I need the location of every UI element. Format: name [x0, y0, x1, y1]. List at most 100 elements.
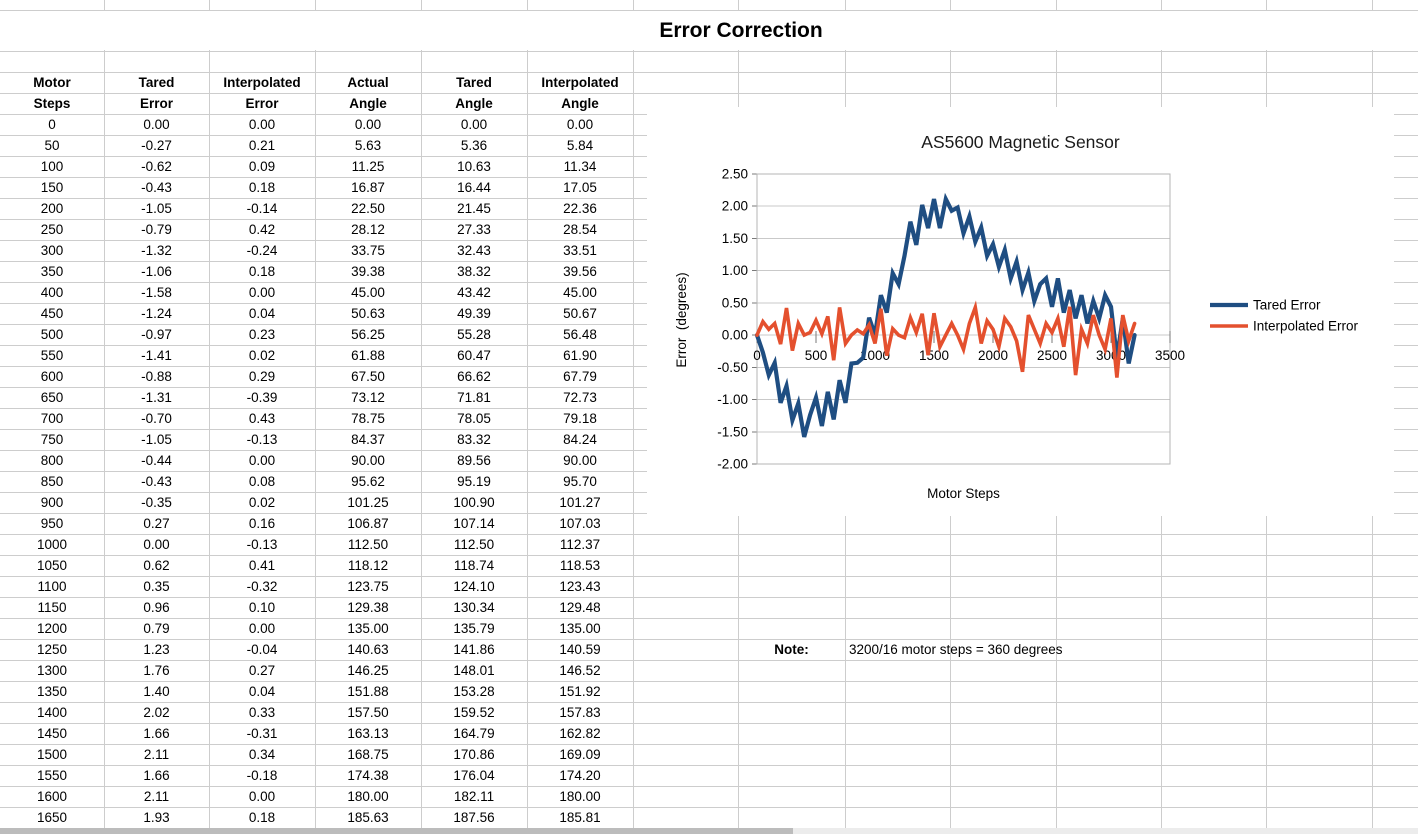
table-cell[interactable]: 84.37: [351, 432, 385, 447]
table-cell[interactable]: -0.04: [246, 642, 278, 657]
sheet-title-cell[interactable]: Error Correction: [0, 11, 1418, 50]
table-cell[interactable]: 500: [40, 327, 64, 342]
table-cell[interactable]: 157.50: [347, 705, 389, 720]
table-cell[interactable]: 84.24: [563, 432, 597, 447]
table-cell[interactable]: 1000: [36, 537, 68, 552]
table-cell[interactable]: 2.11: [143, 789, 170, 804]
table-cell[interactable]: 112.50: [347, 537, 389, 552]
table-cell[interactable]: 0.18: [248, 180, 276, 195]
column-header-cell[interactable]: Error: [245, 96, 279, 111]
table-cell[interactable]: 43.42: [457, 285, 491, 300]
table-cell[interactable]: 0.02: [248, 348, 276, 363]
table-cell[interactable]: 118.53: [559, 558, 601, 573]
table-cell[interactable]: 169.09: [559, 747, 601, 762]
table-cell[interactable]: 0.27: [248, 663, 276, 678]
table-cell[interactable]: 157.83: [559, 705, 601, 720]
table-cell[interactable]: 100.90: [453, 495, 495, 510]
table-cell[interactable]: 22.36: [563, 201, 597, 216]
table-cell[interactable]: 39.56: [563, 264, 597, 279]
table-cell[interactable]: 850: [40, 474, 64, 489]
table-cell[interactable]: 159.52: [453, 705, 495, 720]
table-cell[interactable]: 135.00: [559, 621, 601, 636]
table-cell[interactable]: 1550: [36, 768, 68, 783]
table-cell[interactable]: 400: [40, 285, 64, 300]
table-cell[interactable]: 129.48: [559, 600, 601, 615]
table-cell[interactable]: 0.00: [248, 789, 276, 804]
table-cell[interactable]: 5.63: [354, 138, 382, 153]
table-cell[interactable]: 180.00: [347, 789, 389, 804]
table-cell[interactable]: 95.19: [457, 474, 491, 489]
table-cell[interactable]: -0.88: [141, 369, 172, 384]
column-header-cell[interactable]: Angle: [455, 96, 493, 111]
table-cell[interactable]: 55.28: [457, 327, 491, 342]
table-cell[interactable]: 0.79: [143, 621, 170, 636]
table-cell[interactable]: 1250: [36, 642, 68, 657]
table-cell[interactable]: 79.18: [563, 411, 597, 426]
table-cell[interactable]: 73.12: [351, 390, 385, 405]
table-cell[interactable]: 185.81: [559, 810, 601, 825]
table-cell[interactable]: 17.05: [563, 180, 597, 195]
table-cell[interactable]: 0.00: [354, 117, 382, 132]
table-cell[interactable]: 28.12: [351, 222, 385, 237]
table-cell[interactable]: -1.05: [141, 201, 172, 216]
table-cell[interactable]: 750: [40, 432, 64, 447]
table-cell[interactable]: 78.75: [351, 411, 385, 426]
series-line-2[interactable]: [755, 300, 1137, 378]
table-cell[interactable]: 50: [44, 138, 60, 153]
table-cell[interactable]: -0.13: [246, 432, 278, 447]
table-cell[interactable]: 162.82: [559, 726, 601, 741]
table-cell[interactable]: 164.79: [453, 726, 495, 741]
table-cell[interactable]: 0.10: [248, 600, 276, 615]
table-cell[interactable]: -0.24: [246, 243, 278, 258]
table-cell[interactable]: 151.88: [347, 684, 389, 699]
table-cell[interactable]: 10.63: [457, 159, 491, 174]
table-cell[interactable]: 200: [40, 201, 64, 216]
table-cell[interactable]: 1500: [36, 747, 68, 762]
series-line-1[interactable]: [754, 192, 1137, 438]
table-cell[interactable]: -0.43: [141, 474, 172, 489]
table-cell[interactable]: 33.75: [351, 243, 385, 258]
table-cell[interactable]: 101.25: [347, 495, 389, 510]
table-cell[interactable]: 0.21: [248, 138, 276, 153]
table-cell[interactable]: 118.74: [453, 558, 495, 573]
table-cell[interactable]: 16.87: [351, 180, 385, 195]
table-cell[interactable]: 1.76: [143, 663, 170, 678]
table-cell[interactable]: 0.00: [248, 117, 276, 132]
table-cell[interactable]: 150: [40, 180, 64, 195]
table-cell[interactable]: -0.27: [141, 138, 172, 153]
table-cell[interactable]: 600: [40, 369, 64, 384]
horizontal-scrollbar[interactable]: [0, 828, 1418, 834]
table-cell[interactable]: 0: [48, 117, 56, 132]
table-cell[interactable]: 72.73: [563, 390, 597, 405]
note-label-cell[interactable]: Note:: [774, 642, 809, 657]
table-cell[interactable]: 180.00: [559, 789, 601, 804]
table-cell[interactable]: 106.87: [347, 516, 389, 531]
table-cell[interactable]: 123.43: [559, 579, 601, 594]
table-cell[interactable]: 800: [40, 453, 64, 468]
table-cell[interactable]: 78.05: [457, 411, 491, 426]
table-cell[interactable]: 135.79: [453, 621, 495, 636]
legend-entry-2[interactable]: Interpolated Error: [1253, 319, 1359, 334]
table-cell[interactable]: 1100: [37, 579, 67, 594]
table-cell[interactable]: -0.79: [141, 222, 172, 237]
table-cell[interactable]: 124.10: [453, 579, 495, 594]
table-cell[interactable]: 100: [40, 159, 64, 174]
column-header-cell[interactable]: Error: [139, 96, 173, 111]
table-cell[interactable]: -0.14: [246, 201, 278, 216]
table-cell[interactable]: 1300: [36, 663, 68, 678]
table-cell[interactable]: 83.32: [457, 432, 491, 447]
table-cell[interactable]: 5.36: [460, 138, 488, 153]
table-cell[interactable]: 0.29: [248, 369, 276, 384]
table-cell[interactable]: 1150: [37, 600, 67, 615]
table-cell[interactable]: 153.28: [453, 684, 495, 699]
table-cell[interactable]: 118.12: [347, 558, 389, 573]
table-cell[interactable]: 140.59: [559, 642, 601, 657]
table-cell[interactable]: 1.66: [143, 768, 170, 783]
table-cell[interactable]: 176.04: [453, 768, 495, 783]
table-cell[interactable]: -0.18: [246, 768, 278, 783]
table-cell[interactable]: 1.93: [143, 810, 170, 825]
table-cell[interactable]: 950: [40, 516, 64, 531]
table-cell[interactable]: 174.20: [559, 768, 601, 783]
table-cell[interactable]: 135.00: [347, 621, 389, 636]
column-header-cell[interactable]: Steps: [33, 96, 71, 111]
